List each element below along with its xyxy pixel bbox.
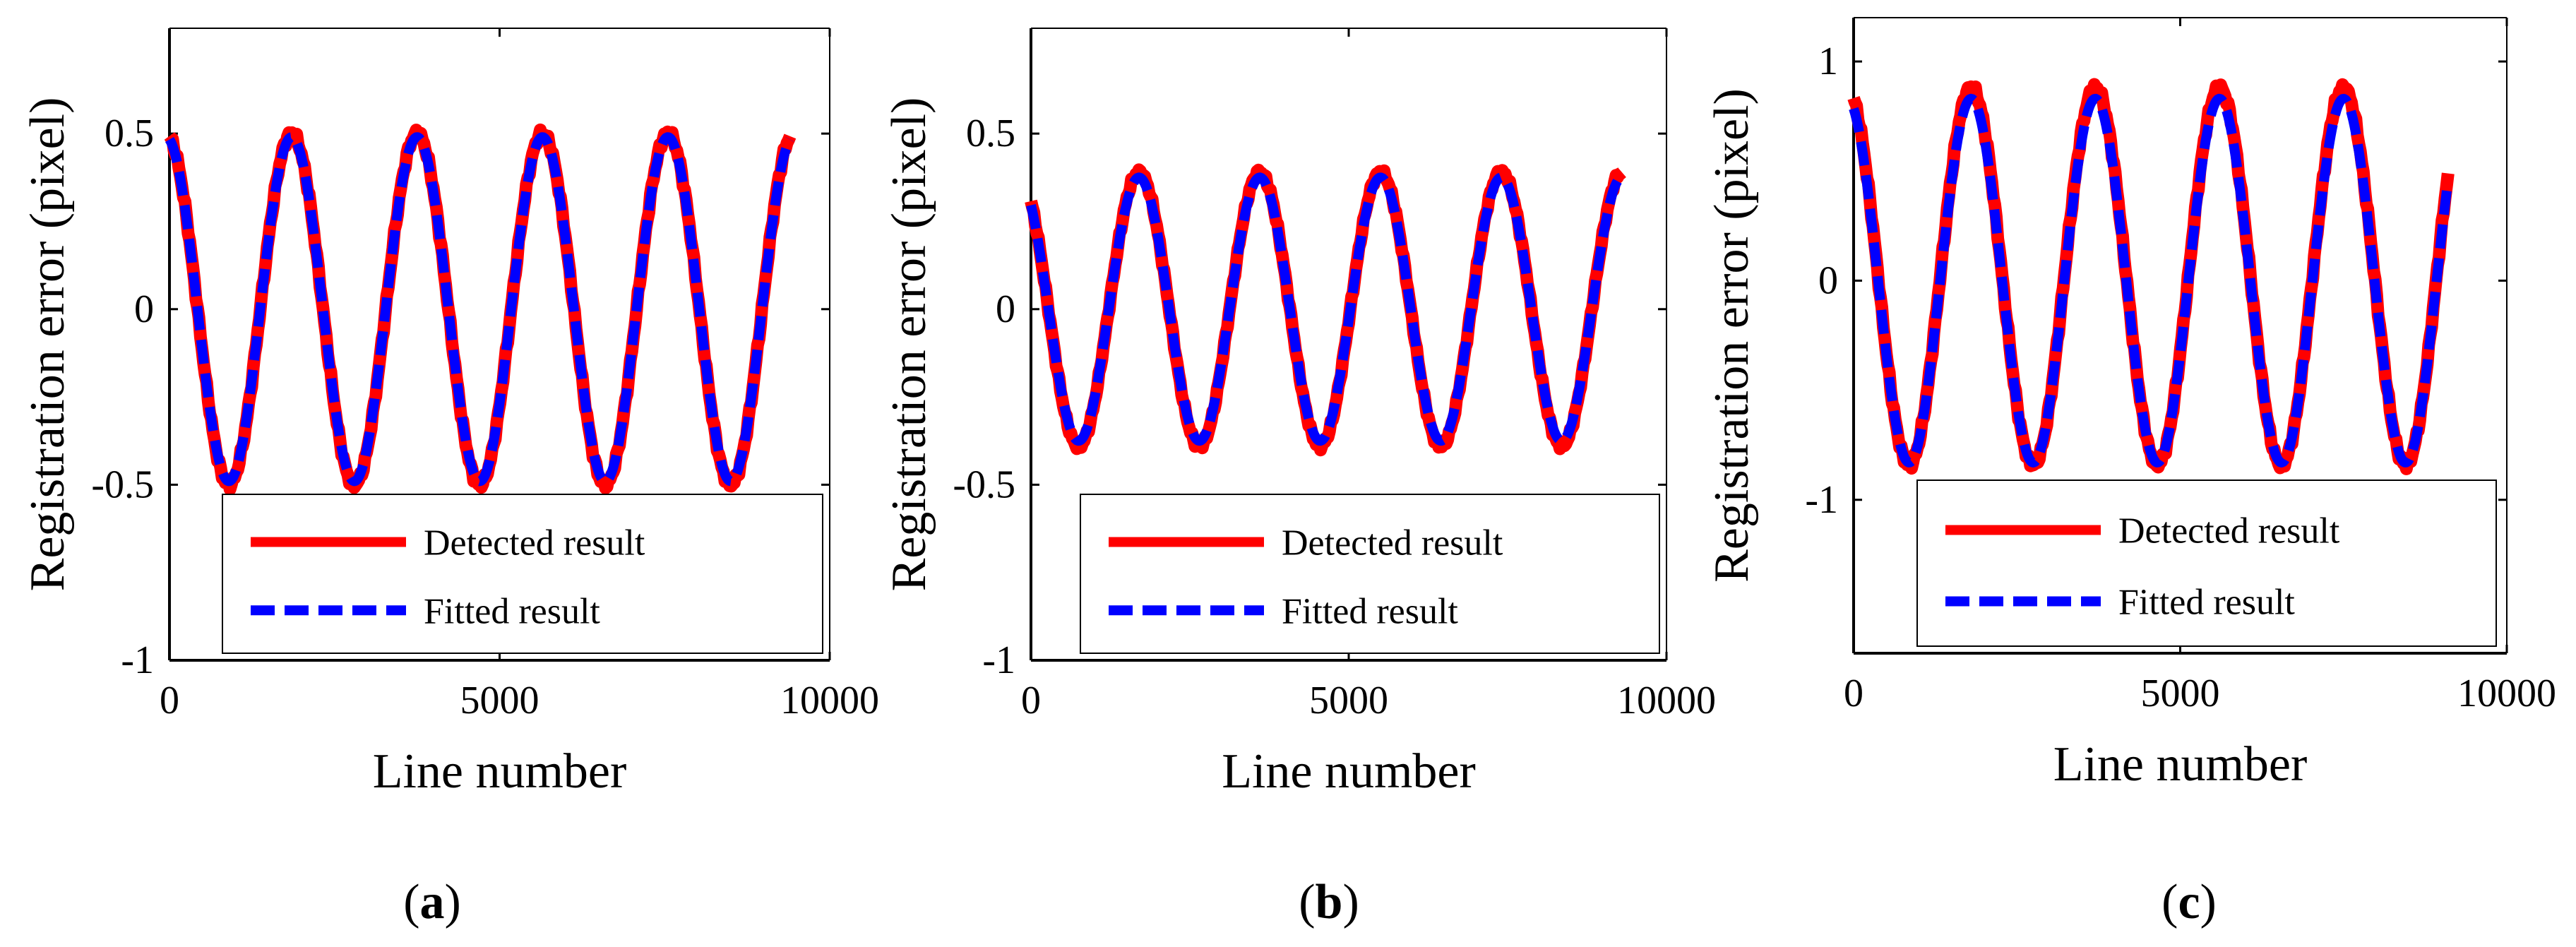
- xtick-label: 5000: [460, 679, 539, 722]
- ytick-label: 0.5: [966, 112, 1015, 155]
- x-axis-label: Line number: [1222, 744, 1476, 799]
- xtick-label: 0: [160, 679, 179, 722]
- legend-label-fitted: Fitted result: [1282, 591, 1458, 631]
- ytick-label: -0.5: [953, 463, 1015, 506]
- ytick-label: -1: [982, 638, 1015, 682]
- xtick-label: 10000: [780, 679, 879, 722]
- legend-box: [1916, 480, 2497, 647]
- ytick-label: 0: [996, 287, 1015, 331]
- xtick-label: 0: [1021, 679, 1041, 722]
- ytick-label: 0: [1818, 258, 1838, 302]
- fitted-result-line: [165, 132, 794, 487]
- xtick-label: 5000: [1309, 679, 1388, 722]
- xtick-label: 0: [1844, 672, 1864, 715]
- panel-letter: c: [2178, 875, 2200, 929]
- legend-label-detected: Detected result: [2118, 511, 2340, 552]
- chart-panel-a: -1 -0.5 0 0.5 0 5000 10000 Line number R…: [20, 28, 879, 929]
- legend-box: [222, 494, 823, 654]
- y-axis-label: Registration error (pixel): [20, 97, 75, 592]
- panel-caption: (a): [403, 875, 461, 929]
- panel-caption: (b): [1299, 875, 1359, 929]
- ytick-label: -1: [1805, 478, 1838, 522]
- x-axis-label: Line number: [373, 744, 627, 799]
- legend-label-fitted: Fitted result: [2118, 583, 2295, 623]
- ytick-label: -0.5: [91, 463, 154, 506]
- ytick-label: 1: [1818, 40, 1838, 83]
- xtick-label: 10000: [1617, 679, 1716, 722]
- ytick-label: -1: [121, 638, 154, 682]
- y-axis-label: Registration error (pixel): [882, 97, 936, 592]
- panel-caption: (c): [2161, 875, 2217, 929]
- ytick-label: 0: [134, 287, 154, 331]
- chart-panel-c: -1 0 1 0 5000 10000 Line number Registra…: [1705, 17, 2556, 929]
- panel-letter: a: [420, 875, 445, 929]
- fitted-result-line: [1026, 172, 1626, 446]
- legend-label-detected: Detected result: [1282, 523, 1503, 564]
- detected-result-line: [1025, 163, 1627, 457]
- legend-box: [1080, 494, 1660, 654]
- panel-letter: b: [1316, 875, 1343, 929]
- x-axis-label: Line number: [2053, 737, 2308, 792]
- ytick-label: 0.5: [105, 112, 154, 155]
- y-axis-label: Registration error (pixel): [1705, 88, 1759, 583]
- chart-panel-b: -1 -0.5 0 0.5 0 5000 10000 Line number R…: [882, 28, 1716, 929]
- legend-label-detected: Detected result: [424, 523, 645, 564]
- xtick-label: 10000: [2457, 672, 2556, 715]
- fitted-result-line: [1849, 93, 2453, 467]
- xtick-label: 5000: [2141, 672, 2220, 715]
- legend-label-fitted: Fitted result: [424, 591, 600, 631]
